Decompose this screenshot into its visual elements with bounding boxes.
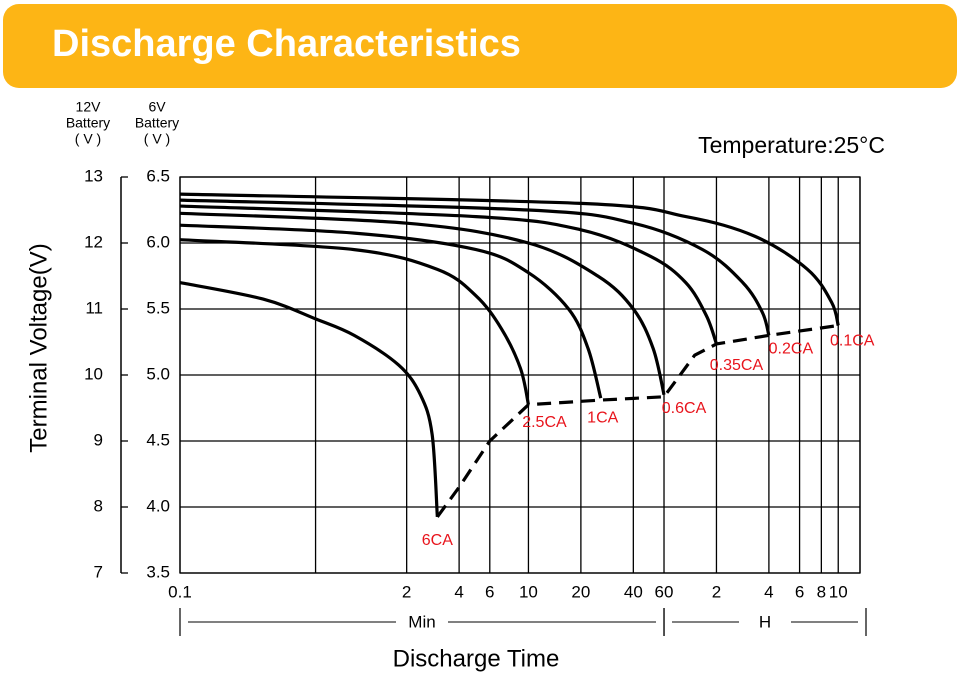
x-tick-label: 10 [519,582,538,601]
x-tick-label: 4 [764,582,773,601]
discharge-curve [179,204,718,345]
discharge-curve [179,192,840,326]
y2-tick-label: 6.0 [146,232,170,251]
x-tick-label: 0.1 [168,582,192,601]
unit-label: Min [408,612,435,631]
y2-tick-label: 4.0 [146,496,170,515]
y-axis-label: Terminal Voltage(V) [25,243,52,452]
discharge-curve [179,238,531,406]
header-bar [3,4,957,88]
x-tick-label: 40 [624,582,643,601]
y-tick-label: 12 [84,232,103,251]
x-tick-label: 4 [454,582,463,601]
x-tick-label: 20 [571,582,590,601]
x-tick-label: 6 [795,582,804,601]
curve-label: 0.6CA [662,400,707,417]
x-tick-label: 2 [712,582,721,601]
y2-tick-label: 6.5 [146,166,170,185]
y-tick-label: 7 [94,562,103,581]
x-axis-label: Discharge Time [393,645,560,672]
y-header: Battery [66,115,110,131]
end-voltage-line [436,323,839,518]
y-tick-label: 9 [94,430,103,449]
y-header: ( V ) [75,131,101,147]
chart-title: Discharge Characteristics [52,23,521,65]
discharge-curve [179,198,771,336]
y-header: 12V [76,99,102,115]
x-tick-label: 60 [655,582,674,601]
y2-header: ( V ) [144,131,170,147]
y-tick-label: 11 [85,298,103,317]
y2-header: 6V [148,99,166,115]
x-tick-label: 10 [829,582,848,601]
discharge-curve [179,281,439,518]
y-tick-label: 13 [84,166,103,185]
y2-tick-label: 5.0 [146,364,170,383]
curve-label: 2.5CA [522,414,567,431]
y-tick-label: 8 [94,496,103,515]
x-tick-label: 8 [817,582,826,601]
curve-label: 6CA [422,532,453,549]
curve-label: 0.1CA [830,333,875,350]
y2-tick-label: 3.5 [146,562,170,581]
curve-label: 1CA [587,409,618,426]
curve-label: 0.35CA [710,357,764,374]
discharge-curve [179,223,603,399]
y-tick-label: 10 [84,364,103,383]
discharge-curve [179,211,666,396]
y2-tick-label: 4.5 [146,430,170,449]
unit-label: H [759,612,771,631]
temperature: Temperature:25°C [698,132,885,158]
x-tick-label: 2 [402,582,411,601]
y2-tick-label: 5.5 [146,298,170,317]
curve-label: 0.2CA [769,341,814,358]
x-tick-label: 6 [485,582,494,601]
y2-header: Battery [135,115,179,131]
